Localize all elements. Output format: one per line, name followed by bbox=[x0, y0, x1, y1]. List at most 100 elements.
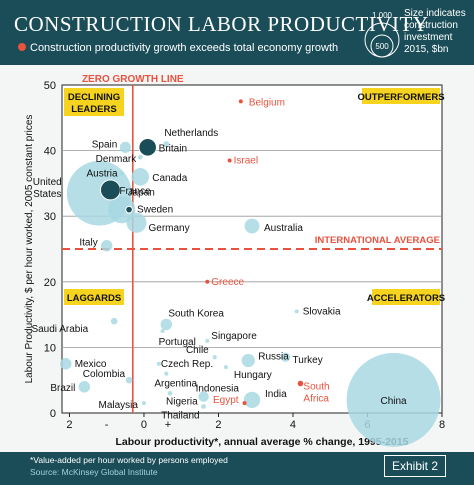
label-united-states: States bbox=[33, 189, 61, 200]
point-britain bbox=[138, 138, 157, 157]
label-malaysia: Malaysia bbox=[98, 400, 138, 411]
footer-bar bbox=[0, 452, 474, 485]
chart-subtitle: Construction productivity growth exceeds… bbox=[18, 42, 338, 54]
point-south-korea bbox=[160, 318, 173, 331]
point-portugal bbox=[160, 329, 165, 333]
y-tick-label: 10 bbox=[44, 342, 56, 354]
y-tick-label: 30 bbox=[44, 211, 56, 223]
point-denmark bbox=[137, 154, 143, 160]
label-slovakia: Slovakia bbox=[303, 306, 341, 317]
plus-sign: + bbox=[165, 419, 171, 431]
legend-circle-large bbox=[364, 22, 400, 58]
x-axis-title: Labour productivity*, annual average % c… bbox=[116, 436, 409, 448]
y-tick-label: 0 bbox=[50, 408, 56, 420]
label-greece: Greece bbox=[211, 277, 244, 288]
label-russia: Russia bbox=[258, 352, 289, 363]
quadrant-accelerators-box bbox=[372, 289, 440, 305]
point-singapore bbox=[205, 338, 210, 343]
label-australia: Australia bbox=[264, 223, 303, 234]
point-chile bbox=[212, 355, 217, 360]
point-greece bbox=[205, 279, 210, 284]
label-czech-rep-: Czech Rep. bbox=[161, 359, 213, 370]
point-italy bbox=[100, 239, 113, 252]
y-tick-label: 50 bbox=[44, 80, 56, 92]
label-spain: Spain bbox=[92, 139, 118, 150]
quadrant-declining-leaders-box bbox=[64, 88, 124, 116]
size-legend-circles: 1,000 500 bbox=[364, 11, 400, 58]
x-tick-label: 2 bbox=[215, 419, 221, 431]
point-china bbox=[346, 352, 441, 447]
point-sweden bbox=[125, 205, 133, 214]
quadrant-outperformers-box bbox=[362, 88, 440, 104]
label-sweden: Sweden bbox=[137, 205, 173, 216]
quadrant-accelerators-label: ACCELERATORS bbox=[367, 293, 445, 304]
label-japan: Japan bbox=[128, 188, 155, 199]
point-slovakia bbox=[294, 309, 299, 314]
point-spain bbox=[119, 141, 131, 153]
x-tick-label: 8 bbox=[439, 419, 445, 431]
point-nigeria bbox=[167, 390, 173, 396]
label-indonesia: Indonesia bbox=[196, 384, 240, 395]
point-turkey bbox=[280, 352, 291, 362]
exhibit-badge: Exhibit 2 bbox=[384, 455, 446, 477]
label-netherlands: Netherlands bbox=[164, 128, 218, 139]
point-indonesia bbox=[198, 391, 209, 402]
label-austria: Austria bbox=[86, 169, 118, 180]
point-japan bbox=[107, 195, 136, 224]
label-hungary: Hungary bbox=[234, 370, 272, 381]
legend-text-line: Size indicates bbox=[404, 8, 466, 19]
quadrant-declining-leaders-label: LEADERS bbox=[71, 104, 116, 115]
source-note: Source: McKinsey Global Institute bbox=[30, 467, 158, 477]
y-axis-title: Labour Productivity, $ per hour worked, … bbox=[24, 115, 35, 384]
label-nigeria: Nigeria bbox=[166, 396, 198, 407]
point-australia bbox=[244, 218, 260, 234]
minus-sign: - bbox=[105, 419, 109, 431]
label-china: China bbox=[380, 396, 407, 407]
legend-text-line: investment bbox=[404, 32, 453, 43]
point-colombia bbox=[125, 376, 133, 384]
label-germany: Germany bbox=[149, 223, 190, 234]
point-austria bbox=[119, 171, 124, 176]
label-united-states: United bbox=[33, 177, 62, 188]
label-south-korea: South Korea bbox=[168, 308, 224, 319]
header-bar bbox=[0, 0, 474, 65]
point-netherlands bbox=[163, 141, 170, 148]
label-denmark: Denmark bbox=[96, 154, 138, 165]
label-colombia: Colombia bbox=[83, 369, 126, 380]
point-malaysia bbox=[141, 401, 146, 406]
x-tick-label: 2 bbox=[66, 419, 72, 431]
point-russia bbox=[241, 353, 255, 368]
label-italy: Italy bbox=[79, 238, 97, 249]
label-argentina: Argentina bbox=[154, 379, 197, 390]
point-argentina bbox=[164, 371, 169, 376]
point-brazil bbox=[78, 381, 91, 393]
label-belgium: Belgium bbox=[249, 97, 285, 108]
size-legend-text: Size indicates construction investment 2… bbox=[404, 8, 472, 56]
label-turkey: Turkey bbox=[293, 355, 323, 366]
point-south-africa bbox=[297, 380, 304, 387]
y-tick-label: 20 bbox=[44, 277, 56, 289]
subtitle-text: Construction productivity growth exceeds… bbox=[30, 42, 339, 54]
point-egypt bbox=[242, 401, 247, 406]
legend-size-small: 500 bbox=[375, 42, 389, 51]
zero-growth-label: ZERO GROWTH LINE bbox=[82, 74, 184, 85]
quadrant-laggards-box bbox=[64, 289, 124, 305]
label-france: France bbox=[119, 186, 151, 197]
quadrant-laggards-label: LAGGARDS bbox=[67, 293, 121, 304]
label-south-africa: Africa bbox=[303, 393, 329, 404]
label-portugal: Portugal bbox=[159, 337, 196, 348]
legend-size-large: 1,000 bbox=[372, 11, 393, 20]
label-egypt: Egypt bbox=[213, 395, 239, 406]
legend-text-line: construction bbox=[404, 20, 458, 31]
footnote: *Value-added per hour worked by persons … bbox=[30, 455, 228, 465]
legend-text-line: 2015, $bn bbox=[404, 44, 449, 55]
label-saudi-arabia: Saudi Arabia bbox=[31, 324, 88, 335]
label-chile: Chile bbox=[186, 345, 209, 356]
label-britain: Britain bbox=[159, 143, 187, 154]
chart-title: CONSTRUCTION LABOR PRODUCTIVITY bbox=[14, 12, 429, 36]
x-tick-label: 4 bbox=[290, 419, 296, 431]
label-brazil: Brazil bbox=[50, 383, 75, 394]
point-mexico bbox=[59, 358, 72, 370]
point-hungary bbox=[223, 365, 228, 370]
quadrant-declining-leaders-label: DECLINING bbox=[68, 92, 120, 103]
